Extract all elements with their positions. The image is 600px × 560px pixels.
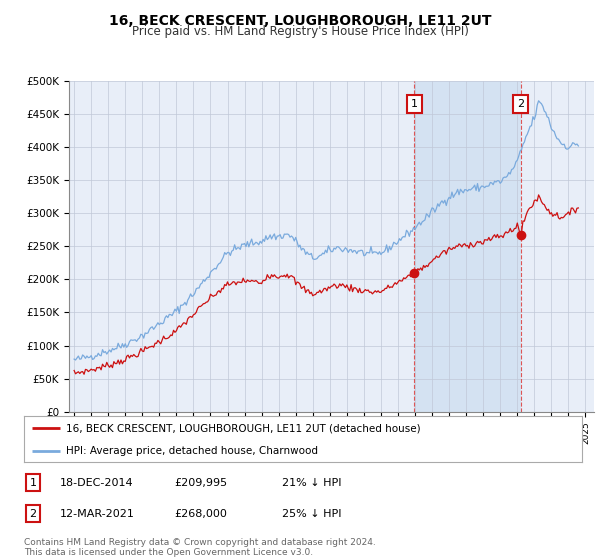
Text: HPI: Average price, detached house, Charnwood: HPI: Average price, detached house, Char… [66, 446, 318, 456]
Text: £268,000: £268,000 [174, 508, 227, 519]
Text: Contains HM Land Registry data © Crown copyright and database right 2024.
This d: Contains HM Land Registry data © Crown c… [24, 538, 376, 557]
Text: 16, BECK CRESCENT, LOUGHBOROUGH, LE11 2UT (detached house): 16, BECK CRESCENT, LOUGHBOROUGH, LE11 2U… [66, 423, 421, 433]
Bar [415, 81, 521, 412]
Text: 21% ↓ HPI: 21% ↓ HPI [282, 478, 341, 488]
Text: 2: 2 [29, 508, 37, 519]
Text: 25% ↓ HPI: 25% ↓ HPI [282, 508, 341, 519]
Text: 2: 2 [517, 99, 524, 109]
Text: 16, BECK CRESCENT, LOUGHBOROUGH, LE11 2UT: 16, BECK CRESCENT, LOUGHBOROUGH, LE11 2U… [109, 14, 491, 28]
Text: 12-MAR-2021: 12-MAR-2021 [60, 508, 135, 519]
Text: 1: 1 [29, 478, 37, 488]
Text: £209,995: £209,995 [174, 478, 227, 488]
Text: 18-DEC-2014: 18-DEC-2014 [60, 478, 134, 488]
Text: 1: 1 [411, 99, 418, 109]
Text: Price paid vs. HM Land Registry's House Price Index (HPI): Price paid vs. HM Land Registry's House … [131, 25, 469, 38]
